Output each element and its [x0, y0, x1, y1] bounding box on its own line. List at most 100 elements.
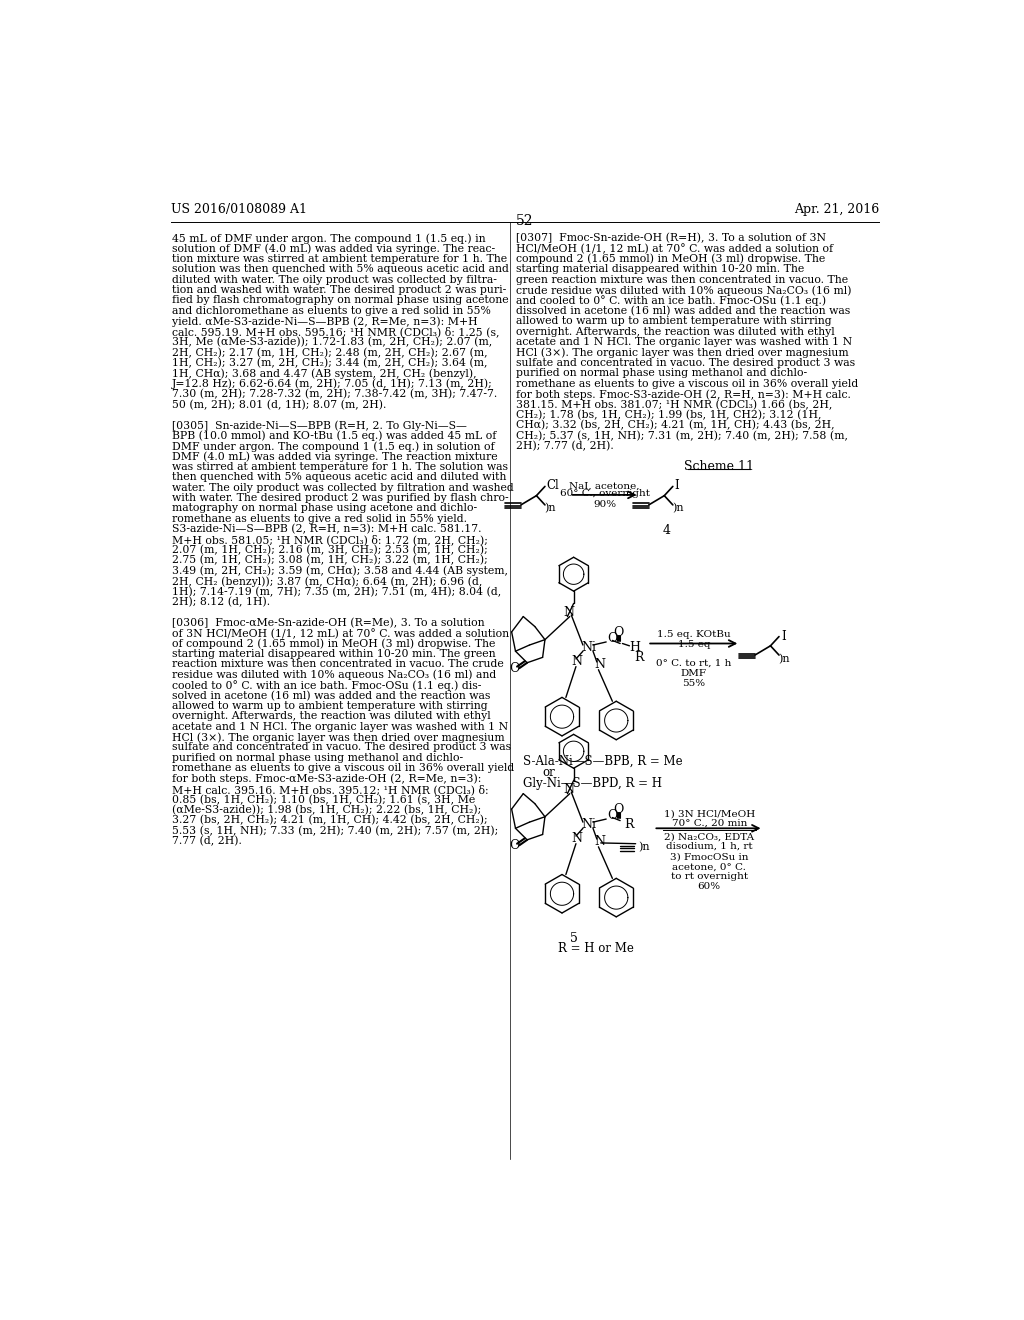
Text: S3-azide-Ni—S—BPB (2, R=H, n=3): M+H calc. 581.17.: S3-azide-Ni—S—BPB (2, R=H, n=3): M+H cal…: [172, 524, 481, 535]
Text: O: O: [607, 809, 617, 822]
Text: O: O: [613, 804, 624, 816]
Text: yield. αMe-S3-azide-Ni—S—BPB (2, R=Me, n=3): M+H: yield. αMe-S3-azide-Ni—S—BPB (2, R=Me, n…: [172, 317, 478, 327]
Text: 1.5 eq. KOtBu: 1.5 eq. KOtBu: [657, 631, 730, 639]
Text: reaction mixture was then concentrated in vacuo. The crude: reaction mixture was then concentrated i…: [172, 659, 504, 669]
Text: N: N: [595, 834, 605, 847]
Text: allowed to warm up to ambient temperature with stirring: allowed to warm up to ambient temperatur…: [172, 701, 487, 711]
Text: romethane as eluents to give a viscous oil in 36% overall yield: romethane as eluents to give a viscous o…: [172, 763, 514, 774]
Text: I: I: [781, 630, 786, 643]
Text: purified on normal phase using methanol and dichlo-: purified on normal phase using methanol …: [172, 752, 463, 763]
Text: N: N: [595, 657, 605, 671]
Text: 5.53 (s, 1H, NH); 7.33 (m, 2H); 7.40 (m, 2H); 7.57 (m, 2H);: 5.53 (s, 1H, NH); 7.33 (m, 2H); 7.40 (m,…: [172, 825, 499, 836]
Text: US 2016/0108089 A1: US 2016/0108089 A1: [171, 203, 306, 216]
Text: Apr. 21, 2016: Apr. 21, 2016: [794, 203, 879, 216]
Text: Ni: Ni: [582, 640, 596, 653]
Text: CH₂); 1.78 (bs, 1H, CH₂); 1.99 (bs, 1H, CH2); 3.12 (1H,: CH₂); 1.78 (bs, 1H, CH₂); 1.99 (bs, 1H, …: [515, 409, 821, 420]
Text: allowed to warm up to ambient temperature with stirring: allowed to warm up to ambient temperatur…: [515, 317, 831, 326]
Text: Scheme 11: Scheme 11: [684, 461, 754, 474]
Text: J=12.8 Hz); 6.62-6.64 (m, 2H); 7.05 (d, 1H); 7.13 (m, 2H);: J=12.8 Hz); 6.62-6.64 (m, 2H); 7.05 (d, …: [172, 379, 493, 389]
Text: 1H); 7.14-7.19 (m, 7H); 7.35 (m, 2H); 7.51 (m, 4H); 8.04 (d,: 1H); 7.14-7.19 (m, 7H); 7.35 (m, 2H); 7.…: [172, 586, 502, 597]
Text: fied by flash chromatography on normal phase using acetone: fied by flash chromatography on normal p…: [172, 296, 509, 305]
Text: 2H); 7.77 (d, 2H).: 2H); 7.77 (d, 2H).: [515, 441, 613, 451]
Text: CH₂); 5.37 (s, 1H, NH); 7.31 (m, 2H); 7.40 (m, 2H); 7.58 (m,: CH₂); 5.37 (s, 1H, NH); 7.31 (m, 2H); 7.…: [515, 430, 848, 441]
Text: [0307]  Fmoc-Sn-azide-OH (R=H), 3. To a solution of 3N: [0307] Fmoc-Sn-azide-OH (R=H), 3. To a s…: [515, 234, 825, 243]
Text: romethane as eluents to give a viscous oil in 36% overall yield: romethane as eluents to give a viscous o…: [515, 379, 858, 388]
Text: romethane as eluents to give a red solid in 55% yield.: romethane as eluents to give a red solid…: [172, 513, 467, 524]
Text: crude residue was diluted with 10% aqueous Na₂CO₃ (16 ml): crude residue was diluted with 10% aqueo…: [515, 285, 851, 296]
Text: to rt overnight: to rt overnight: [671, 873, 748, 882]
Text: 45 mL of DMF under argon. The compound 1 (1.5 eq.) in: 45 mL of DMF under argon. The compound 1…: [172, 234, 485, 244]
Text: of 3N HCl/MeOH (1/1, 12 mL) at 70° C. was added a solution: of 3N HCl/MeOH (1/1, 12 mL) at 70° C. wa…: [172, 628, 509, 639]
Text: 7.77 (d, 2H).: 7.77 (d, 2H).: [172, 836, 242, 846]
Text: Ni: Ni: [582, 818, 596, 832]
Text: )n: )n: [672, 503, 684, 513]
Text: HCl (3×). The organic layer was then dried over magnesium: HCl (3×). The organic layer was then dri…: [515, 347, 848, 358]
Text: 60° C., overnight: 60° C., overnight: [560, 490, 649, 499]
Text: R: R: [624, 818, 634, 832]
Text: tion mixture was stirred at ambient temperature for 1 h. The: tion mixture was stirred at ambient temp…: [172, 253, 507, 264]
Text: 60%: 60%: [697, 882, 721, 891]
Text: 50 (m, 2H); 8.01 (d, 1H); 8.07 (m, 2H).: 50 (m, 2H); 8.01 (d, 1H); 8.07 (m, 2H).: [172, 400, 386, 409]
Text: solution was then quenched with 5% aqueous acetic acid and: solution was then quenched with 5% aqueo…: [172, 264, 509, 275]
Text: N: N: [571, 832, 583, 845]
Text: sulfate and concentrated in vacuo. The desired product 3 was: sulfate and concentrated in vacuo. The d…: [515, 358, 855, 368]
Text: 2.07 (m, 1H, CH₂); 2.16 (m, 3H, CH₂); 2.53 (m, 1H, CH₂);: 2.07 (m, 1H, CH₂); 2.16 (m, 3H, CH₂); 2.…: [172, 545, 487, 556]
Text: overnight. Afterwards, the reaction was diluted with ethyl: overnight. Afterwards, the reaction was …: [172, 711, 490, 721]
Text: 90%: 90%: [593, 499, 616, 508]
Text: DMF under argon. The compound 1 (1.5 eq.) in solution of: DMF under argon. The compound 1 (1.5 eq.…: [172, 441, 495, 451]
Text: 70° C., 20 min: 70° C., 20 min: [672, 818, 746, 828]
Text: 7.30 (m, 2H); 7.28-7.32 (m, 2H); 7.38-7.42 (m, 3H); 7.47-7.: 7.30 (m, 2H); 7.28-7.32 (m, 2H); 7.38-7.…: [172, 389, 498, 400]
Text: tion and washed with water. The desired product 2 was puri-: tion and washed with water. The desired …: [172, 285, 507, 296]
Text: HCl (3×). The organic layer was then dried over magnesium: HCl (3×). The organic layer was then dri…: [172, 733, 505, 743]
Text: M+H obs. 581.05; ¹H NMR (CDCl₃) δ: 1.72 (m, 2H, CH₂);: M+H obs. 581.05; ¹H NMR (CDCl₃) δ: 1.72 …: [172, 535, 488, 545]
Text: S-Ala-Ni—S—BPB, R = Me: S-Ala-Ni—S—BPB, R = Me: [523, 755, 683, 768]
Text: starting material disappeared within 10-20 min. The green: starting material disappeared within 10-…: [172, 649, 496, 659]
Text: 1) 3N HCl/MeOH: 1) 3N HCl/MeOH: [664, 809, 755, 818]
Text: Gly-Ni—S—BPD, R = H: Gly-Ni—S—BPD, R = H: [523, 776, 663, 789]
Text: [0306]  Fmoc-αMe-Sn-azide-OH (R=Me), 3. To a solution: [0306] Fmoc-αMe-Sn-azide-OH (R=Me), 3. T…: [172, 618, 484, 628]
Text: DMF: DMF: [681, 669, 707, 678]
Text: solution of DMF (4.0 mL) was added via syringe. The reac-: solution of DMF (4.0 mL) was added via s…: [172, 243, 496, 253]
Text: for both steps. Fmoc-αMe-S3-azide-OH (2, R=Me, n=3):: for both steps. Fmoc-αMe-S3-azide-OH (2,…: [172, 774, 481, 784]
Text: O: O: [509, 838, 519, 851]
Text: )n: )n: [778, 653, 790, 664]
Text: of compound 2 (1.65 mmol) in MeOH (3 ml) dropwise. The: of compound 2 (1.65 mmol) in MeOH (3 ml)…: [172, 639, 496, 649]
Text: cooled to 0° C. with an ice bath. Fmoc-OSu (1.1 eq.) dis-: cooled to 0° C. with an ice bath. Fmoc-O…: [172, 680, 481, 690]
Text: 1H, CHα); 3.68 and 4.47 (AB system, 2H, CH₂ (benzyl),: 1H, CHα); 3.68 and 4.47 (AB system, 2H, …: [172, 368, 477, 379]
Text: residue was diluted with 10% aqueous Na₂CO₃ (16 ml) and: residue was diluted with 10% aqueous Na₂…: [172, 669, 497, 680]
Text: )n: )n: [638, 842, 649, 853]
Text: [0305]  Sn-azide-Ni—S—BPB (R=H, 2. To Gly-Ni—S—: [0305] Sn-azide-Ni—S—BPB (R=H, 2. To Gly…: [172, 420, 467, 430]
Text: overnight. Afterwards, the reaction was diluted with ethyl: overnight. Afterwards, the reaction was …: [515, 326, 835, 337]
Text: N: N: [563, 606, 574, 619]
Text: 0° C. to rt, 1 h: 0° C. to rt, 1 h: [656, 659, 731, 668]
Text: acetate and 1 N HCl. The organic layer was washed with 1 N: acetate and 1 N HCl. The organic layer w…: [515, 337, 852, 347]
Text: NaI, acetone,: NaI, acetone,: [569, 482, 640, 491]
Text: R = H or Me: R = H or Me: [558, 942, 634, 956]
Text: 2H, CH₂); 2.17 (m, 1H, CH₂); 2.48 (m, 2H, CH₂); 2.67 (m,: 2H, CH₂); 2.17 (m, 1H, CH₂); 2.48 (m, 2H…: [172, 347, 487, 358]
Text: 1H, CH₂); 3.27 (m, 2H, CH₂); 3.44 (m, 2H, CH₂); 3.64 (m,: 1H, CH₂); 3.27 (m, 2H, CH₂); 3.44 (m, 2H…: [172, 358, 487, 368]
Text: starting material disappeared within 10-20 min. The: starting material disappeared within 10-…: [515, 264, 804, 275]
Text: with water. The desired product 2 was purified by flash chro-: with water. The desired product 2 was pu…: [172, 492, 509, 503]
Text: for both steps. Fmoc-S3-azide-OH (2, R=H, n=3): M+H calc.: for both steps. Fmoc-S3-azide-OH (2, R=H…: [515, 389, 850, 400]
Text: (αMe-S3-azide)); 1.98 (bs, 1H, CH₂); 2.22 (bs, 1H, CH₂);: (αMe-S3-azide)); 1.98 (bs, 1H, CH₂); 2.2…: [172, 805, 481, 816]
Text: dissolved in acetone (16 ml) was added and the reaction was: dissolved in acetone (16 ml) was added a…: [515, 306, 850, 317]
Text: I: I: [675, 479, 679, 492]
Text: BPB (10.0 mmol) and KO-tBu (1.5 eq.) was added 45 mL of: BPB (10.0 mmol) and KO-tBu (1.5 eq.) was…: [172, 430, 497, 441]
Text: 2) Na₂CO₃, EDTA: 2) Na₂CO₃, EDTA: [665, 832, 755, 841]
Text: 2.75 (m, 1H, CH₂); 3.08 (m, 1H, CH₂); 3.22 (m, 1H, CH₂);: 2.75 (m, 1H, CH₂); 3.08 (m, 1H, CH₂); 3.…: [172, 556, 487, 566]
Text: DMF (4.0 mL) was added via syringe. The reaction mixture: DMF (4.0 mL) was added via syringe. The …: [172, 451, 498, 462]
Text: H: H: [630, 640, 640, 653]
Text: 1.5 eq: 1.5 eq: [678, 640, 710, 649]
Text: matography on normal phase using acetone and dichlo-: matography on normal phase using acetone…: [172, 503, 477, 513]
Text: diluted with water. The oily product was collected by filtra-: diluted with water. The oily product was…: [172, 275, 497, 285]
Text: 55%: 55%: [682, 678, 706, 688]
Text: compound 2 (1.65 mmol) in MeOH (3 ml) dropwise. The: compound 2 (1.65 mmol) in MeOH (3 ml) dr…: [515, 253, 824, 264]
Text: 381.15. M+H obs. 381.07; ¹H NMR (CDCl₃) 1.66 (bs, 2H,: 381.15. M+H obs. 381.07; ¹H NMR (CDCl₃) …: [515, 400, 831, 409]
Text: N: N: [571, 655, 583, 668]
Text: solved in acetone (16 ml) was added and the reaction was: solved in acetone (16 ml) was added and …: [172, 690, 490, 701]
Text: calc. 595.19. M+H obs. 595.16; ¹H NMR (CDCl₃) δ: 1.25 (s,: calc. 595.19. M+H obs. 595.16; ¹H NMR (C…: [172, 326, 500, 338]
Text: acetate and 1 N HCl. The organic layer was washed with 1 N: acetate and 1 N HCl. The organic layer w…: [172, 722, 508, 731]
Text: or: or: [543, 766, 555, 779]
Text: O: O: [509, 661, 519, 675]
Text: disodium, 1 h, rt: disodium, 1 h, rt: [666, 842, 753, 851]
